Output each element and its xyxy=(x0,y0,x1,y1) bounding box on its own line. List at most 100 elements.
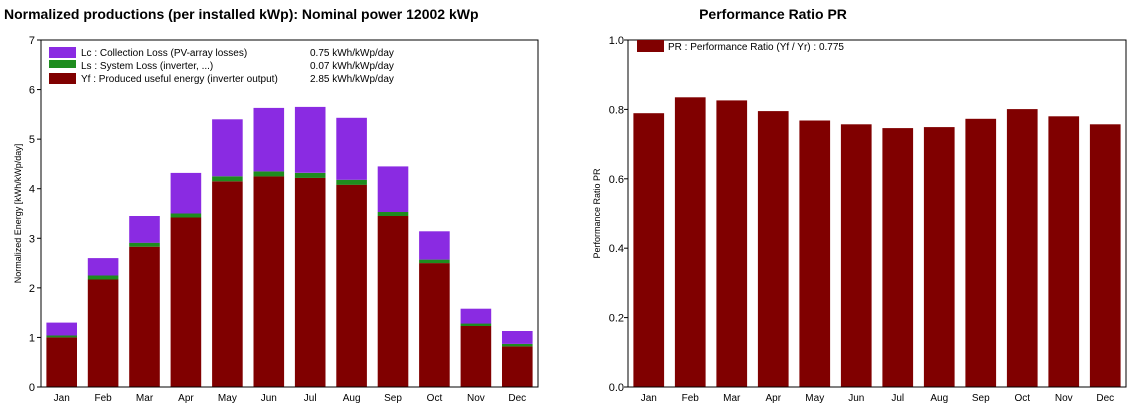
left-bar-yf xyxy=(419,263,450,387)
right-y-axis-label: Performance Ratio PR xyxy=(592,168,602,259)
right-bar-pr xyxy=(757,111,789,387)
right-x-tick-label: Dec xyxy=(1096,393,1114,404)
left-plot-frame xyxy=(40,39,539,388)
left-y-tick-label: 1 xyxy=(29,332,35,344)
left-bar-lc xyxy=(336,117,367,180)
left-chart-title: Normalized productions (per installed kW… xyxy=(4,6,479,22)
left-y-tick-label: 6 xyxy=(29,85,35,97)
right-bar-pr xyxy=(923,127,955,387)
right-y-tick-label: 0.4 xyxy=(609,243,624,255)
right-x-tick-label: Apr xyxy=(765,393,781,404)
right-y-tick-label: 0.8 xyxy=(609,104,624,116)
left-legend-label: Yf : Produced useful energy (inverter ou… xyxy=(81,74,278,85)
left-bar-lc xyxy=(129,216,160,243)
left-bar-yf xyxy=(253,176,285,387)
left-x-tick-label: Oct xyxy=(427,393,443,404)
right-bar-pr xyxy=(965,118,997,388)
left-legend-label: Lc : Collection Loss (PV-array losses) xyxy=(81,48,247,59)
right-bar-pr xyxy=(799,120,831,387)
right-x-tick-label: Nov xyxy=(1055,393,1073,404)
left-x-tick-label: Jul xyxy=(304,393,317,404)
left-legend-swatch xyxy=(49,60,76,68)
left-x-tick-label: Apr xyxy=(178,393,194,404)
left-legend-swatch xyxy=(49,47,76,58)
left-bar-ls xyxy=(253,171,285,177)
left-x-tick-label: Dec xyxy=(508,393,526,404)
right-y-tick-label: 0.6 xyxy=(609,174,624,186)
left-bar-yf xyxy=(377,216,409,387)
right-bar-pr xyxy=(840,124,872,388)
left-legend-label: Ls : System Loss (inverter, ...) xyxy=(81,61,213,72)
left-bar-yf xyxy=(336,184,367,387)
right-x-tick-label: Mar xyxy=(723,393,741,404)
left-x-tick-label: Jun xyxy=(261,393,277,404)
left-y-tick-label: 7 xyxy=(29,35,35,47)
left-legend-value: 0.75 kWh/kWp/day xyxy=(310,48,394,59)
left-bar-ls xyxy=(336,179,367,185)
left-y-tick-label: 4 xyxy=(29,184,35,196)
left-bar-lc xyxy=(377,166,409,212)
right-bar-pr xyxy=(882,128,914,387)
left-y-tick-label: 3 xyxy=(29,233,35,245)
left-bar-lc xyxy=(170,172,202,214)
left-legend-swatch xyxy=(49,73,76,84)
right-legend-label: PR : Performance Ratio (Yf / Yr) : 0.775 xyxy=(668,42,844,53)
left-bar-ls xyxy=(377,212,409,216)
left-y-tick-label: 5 xyxy=(29,134,35,146)
right-x-tick-label: May xyxy=(805,393,824,404)
left-legend-value: 2.85 kWh/kWp/day xyxy=(310,74,394,85)
left-bar-ls xyxy=(170,213,202,218)
left-bar-lc xyxy=(253,107,285,172)
left-x-tick-label: Sep xyxy=(384,393,402,404)
left-bar-ls xyxy=(419,259,450,264)
right-x-tick-label: Jul xyxy=(891,393,904,404)
right-legend-swatch xyxy=(637,40,664,52)
left-x-tick-label: May xyxy=(218,393,237,404)
left-plot-area xyxy=(41,40,538,387)
right-x-tick-label: Oct xyxy=(1014,393,1030,404)
left-x-tick-label: Aug xyxy=(343,393,361,404)
right-x-tick-label: Jan xyxy=(641,393,657,404)
left-bar-yf xyxy=(170,217,202,387)
left-y-tick-label: 2 xyxy=(29,283,35,295)
left-legend-value: 0.07 kWh/kWp/day xyxy=(310,61,394,72)
left-bar-yf xyxy=(212,181,243,387)
left-bar-yf xyxy=(129,246,160,387)
left-y-tick-label: 0 xyxy=(29,382,35,394)
left-bar-ls xyxy=(460,323,492,326)
right-bar-pr xyxy=(1048,116,1080,388)
left-bar-ls xyxy=(502,343,533,347)
right-bar-pr xyxy=(1006,109,1038,387)
right-y-tick-label: 1.0 xyxy=(609,35,624,47)
left-bar-yf xyxy=(460,326,492,387)
left-y-axis-label: Normalized Energy [kWh/kWp/day] xyxy=(13,144,23,284)
right-plot-area xyxy=(628,40,1126,387)
right-x-tick-label: Sep xyxy=(972,393,990,404)
left-bar-yf xyxy=(502,346,533,387)
right-bar-pr xyxy=(1089,124,1121,388)
left-bar-lc xyxy=(460,308,492,324)
left-bar-lc xyxy=(87,258,119,276)
left-bar-yf xyxy=(294,177,326,387)
right-bar-pr xyxy=(633,113,665,387)
left-x-tick-label: Nov xyxy=(467,393,485,404)
left-bar-lc xyxy=(212,119,243,177)
left-bar-ls xyxy=(212,176,243,182)
left-x-tick-label: Feb xyxy=(95,393,113,404)
left-bar-ls xyxy=(46,335,77,338)
left-x-tick-label: Jan xyxy=(54,393,70,404)
left-bar-ls xyxy=(294,172,326,178)
right-x-tick-label: Feb xyxy=(682,393,700,404)
left-bar-ls xyxy=(129,242,160,247)
right-x-tick-label: Jun xyxy=(848,393,864,404)
right-x-tick-label: Aug xyxy=(930,393,948,404)
left-bar-lc xyxy=(294,106,326,173)
left-bar-ls xyxy=(87,275,119,280)
left-bar-lc xyxy=(46,322,77,336)
right-y-tick-label: 0.0 xyxy=(609,382,624,394)
left-bar-lc xyxy=(502,331,533,344)
left-bar-yf xyxy=(87,279,119,387)
right-bar-pr xyxy=(674,97,706,388)
left-x-tick-label: Mar xyxy=(136,393,154,404)
